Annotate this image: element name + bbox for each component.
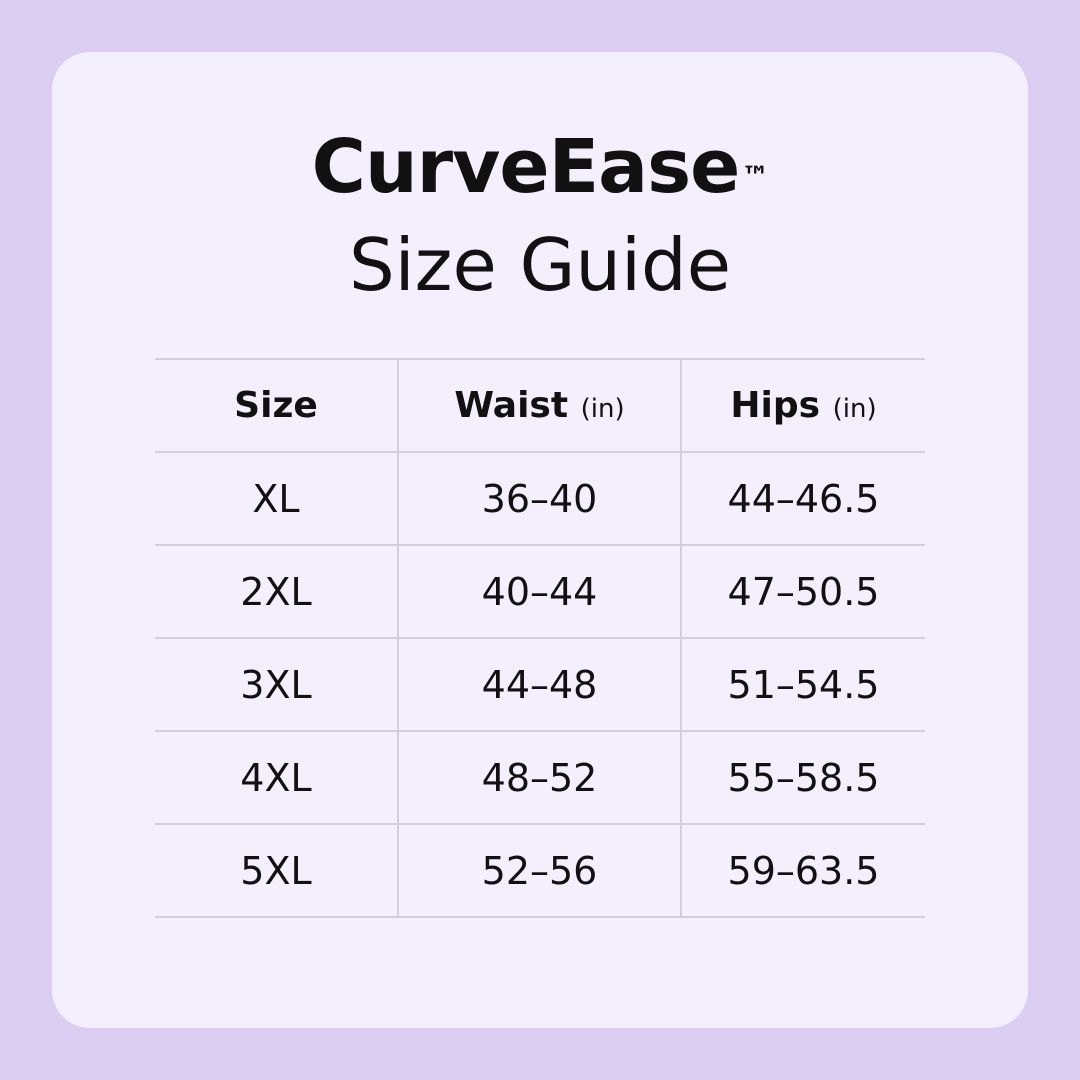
- waist-cell: 48–52: [397, 730, 681, 825]
- size-table: Size Waist (in) Hips (in) XL 36–40 44–46.5…: [155, 358, 925, 918]
- table-row: 3XL 44–48 51–54.5: [155, 637, 925, 732]
- brand-title: CurveEase™: [0, 122, 1080, 212]
- table-row: 2XL 40–44 47–50.5: [155, 544, 925, 639]
- trademark-symbol: ™: [741, 160, 769, 193]
- size-cell: 4XL: [155, 730, 398, 825]
- header-hips: Hips (in): [680, 358, 925, 453]
- hips-cell: 51–54.5: [680, 637, 925, 732]
- waist-cell: 36–40: [397, 451, 681, 546]
- table-row: 5XL 52–56 59–63.5: [155, 823, 925, 918]
- size-cell: 5XL: [155, 823, 398, 918]
- hips-cell: 44–46.5: [680, 451, 925, 546]
- table-row: XL 36–40 44–46.5: [155, 451, 925, 546]
- brand-name: CurveEase: [311, 124, 741, 210]
- header-row: Size Waist (in) Hips (in): [155, 358, 925, 453]
- header-size: Size: [155, 358, 398, 453]
- size-cell: 2XL: [155, 544, 398, 639]
- table-row: 4XL 48–52 55–58.5: [155, 730, 925, 825]
- waist-cell: 44–48: [397, 637, 681, 732]
- header-waist: Waist (in): [397, 358, 681, 453]
- hips-cell: 59–63.5: [680, 823, 925, 918]
- page-subtitle: Size Guide: [348, 223, 732, 307]
- waist-cell: 40–44: [397, 544, 681, 639]
- size-cell: 3XL: [155, 637, 398, 732]
- waist-cell: 52–56: [397, 823, 681, 918]
- size-cell: XL: [155, 451, 398, 546]
- hips-cell: 47–50.5: [680, 544, 925, 639]
- hips-cell: 55–58.5: [680, 730, 925, 825]
